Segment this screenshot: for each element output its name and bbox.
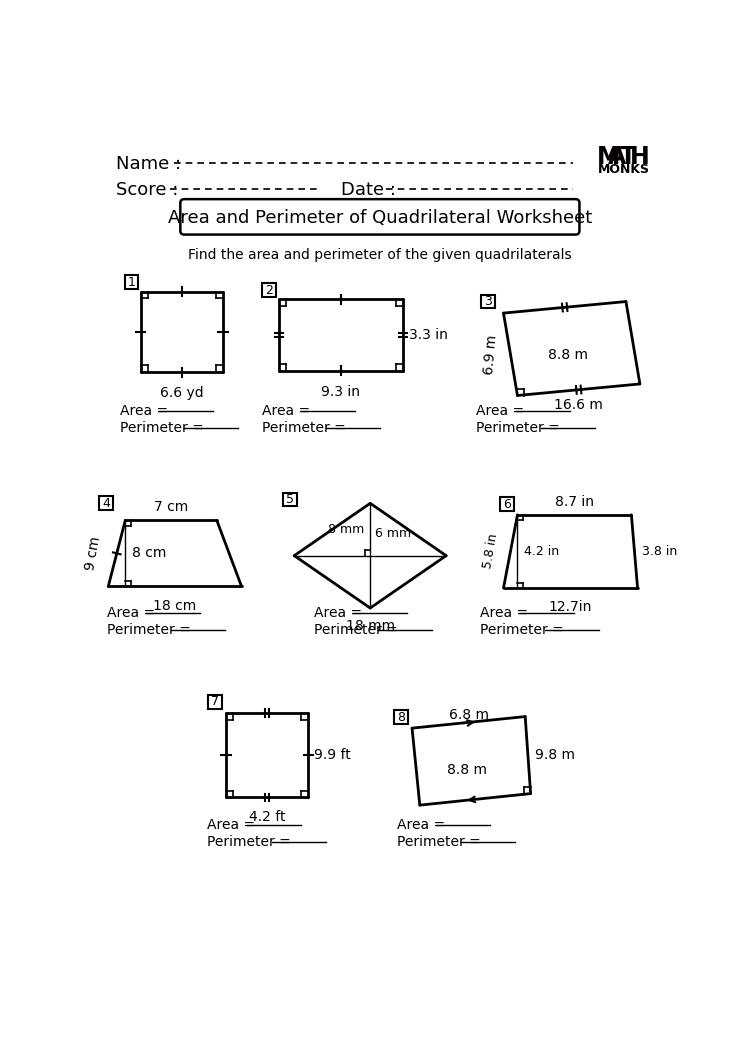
- FancyBboxPatch shape: [481, 295, 495, 309]
- Text: 9.3 in: 9.3 in: [321, 384, 361, 399]
- Text: Area =: Area =: [107, 606, 160, 619]
- Text: Perimeter =: Perimeter =: [208, 835, 295, 849]
- Text: 4.2 ft: 4.2 ft: [249, 810, 286, 824]
- Text: Perimeter =: Perimeter =: [262, 421, 349, 435]
- Text: 18 mm: 18 mm: [346, 618, 395, 633]
- Text: 5.8 in: 5.8 in: [482, 533, 501, 570]
- Text: 18 cm: 18 cm: [154, 598, 197, 613]
- FancyBboxPatch shape: [283, 492, 298, 506]
- Text: 3: 3: [484, 295, 492, 308]
- Text: Date :: Date :: [341, 182, 395, 200]
- Text: 1: 1: [128, 276, 136, 289]
- FancyBboxPatch shape: [263, 284, 277, 297]
- FancyBboxPatch shape: [99, 497, 113, 510]
- Text: Area =: Area =: [120, 404, 172, 418]
- Text: 8 mm: 8 mm: [328, 523, 364, 536]
- Text: Perimeter =: Perimeter =: [107, 623, 195, 636]
- Text: 6 mm: 6 mm: [375, 527, 411, 540]
- Text: 12.7in: 12.7in: [549, 601, 592, 614]
- Text: 9.8 m: 9.8 m: [535, 748, 575, 762]
- Text: 5: 5: [286, 492, 295, 506]
- Text: Perimeter =: Perimeter =: [120, 421, 208, 435]
- Text: Score :: Score :: [116, 182, 178, 200]
- Text: M: M: [597, 145, 620, 169]
- Text: T: T: [620, 145, 636, 169]
- Text: MONKS: MONKS: [598, 163, 650, 176]
- Text: 8: 8: [397, 711, 405, 723]
- Text: A: A: [608, 145, 626, 169]
- Text: 8.8 m: 8.8 m: [447, 763, 487, 777]
- FancyBboxPatch shape: [180, 200, 580, 234]
- Text: Area =: Area =: [480, 606, 533, 619]
- Text: 4: 4: [102, 497, 110, 510]
- Text: H: H: [630, 145, 649, 169]
- Text: 16.6 m: 16.6 m: [554, 398, 603, 412]
- Text: 9.9 ft: 9.9 ft: [315, 748, 351, 762]
- Text: Name :: Name :: [116, 155, 181, 173]
- FancyBboxPatch shape: [499, 497, 513, 511]
- FancyBboxPatch shape: [209, 695, 222, 709]
- Text: 9 cm: 9 cm: [83, 536, 102, 571]
- Text: Area =: Area =: [396, 818, 449, 833]
- Text: 6.9 m: 6.9 m: [482, 334, 499, 375]
- Text: Area =: Area =: [208, 818, 260, 833]
- Text: 4.2 in: 4.2 in: [524, 545, 559, 558]
- Text: 8.7 in: 8.7 in: [555, 495, 594, 508]
- Text: Find the area and perimeter of the given quadrilaterals: Find the area and perimeter of the given…: [188, 248, 572, 261]
- Text: Area =: Area =: [262, 404, 314, 418]
- Text: Perimeter =: Perimeter =: [314, 623, 401, 636]
- Text: 8 cm: 8 cm: [131, 546, 166, 561]
- Text: 6: 6: [502, 498, 510, 510]
- Text: Area =: Area =: [314, 606, 366, 619]
- Text: Perimeter =: Perimeter =: [480, 623, 568, 636]
- Text: 7 cm: 7 cm: [154, 500, 188, 514]
- Text: 2: 2: [266, 284, 273, 296]
- Text: 3.3 in: 3.3 in: [409, 328, 448, 342]
- Polygon shape: [611, 150, 622, 160]
- Text: 6.8 m: 6.8 m: [449, 708, 489, 722]
- Text: Area =: Area =: [476, 404, 529, 418]
- Text: 3.8 in: 3.8 in: [643, 545, 677, 558]
- Text: 7: 7: [211, 695, 219, 709]
- Text: 6.6 yd: 6.6 yd: [160, 386, 204, 400]
- Text: 8.8 m: 8.8 m: [548, 348, 588, 361]
- FancyBboxPatch shape: [125, 275, 139, 289]
- FancyBboxPatch shape: [394, 711, 408, 724]
- Text: Perimeter =: Perimeter =: [396, 835, 485, 849]
- Text: Area and Perimeter of Quadrilateral Worksheet: Area and Perimeter of Quadrilateral Work…: [168, 209, 592, 228]
- Text: Perimeter =: Perimeter =: [476, 421, 565, 435]
